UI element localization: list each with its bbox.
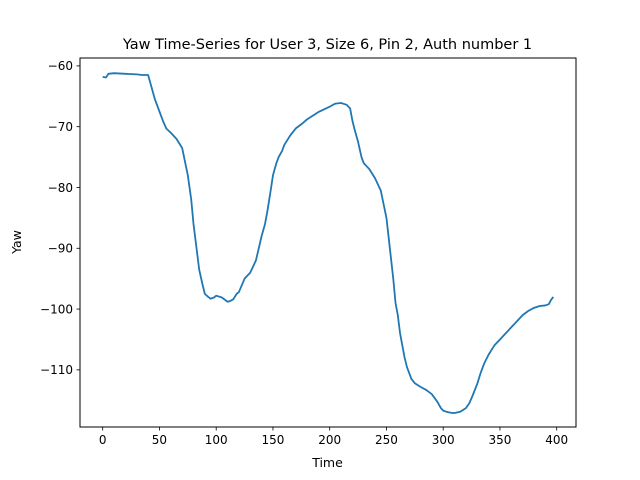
x-tick-label: 0	[99, 433, 107, 447]
plot-area	[80, 58, 576, 427]
x-tick-label: 200	[318, 433, 341, 447]
x-tick-label: 250	[375, 433, 398, 447]
y-tick-label: −80	[48, 181, 73, 195]
x-tick-label: 300	[432, 433, 455, 447]
x-tick-label: 50	[152, 433, 167, 447]
chart-title: Yaw Time-Series for User 3, Size 6, Pin …	[122, 37, 532, 53]
x-tick-label: 350	[489, 433, 512, 447]
y-tick-label: −90	[48, 242, 73, 256]
x-tick-label: 150	[261, 433, 284, 447]
y-axis-label: Yaw	[9, 230, 24, 255]
y-tick-label: −60	[48, 59, 73, 73]
x-tick-label: 400	[545, 433, 568, 447]
x-axis-label: Time	[311, 455, 343, 470]
y-axis-ticks: −60 −70 −80 −90 −100 −110	[40, 59, 80, 377]
y-tick-label: −100	[40, 302, 73, 316]
y-tick-label: −110	[40, 363, 73, 377]
x-axis-ticks: 0 50 100 150 200 250 300 350 400	[99, 427, 568, 447]
series-line-yaw	[102, 72, 555, 414]
y-tick-label: −70	[48, 120, 73, 134]
x-tick-label: 100	[205, 433, 228, 447]
plot-frame	[79, 57, 577, 428]
series-group	[102, 72, 555, 414]
